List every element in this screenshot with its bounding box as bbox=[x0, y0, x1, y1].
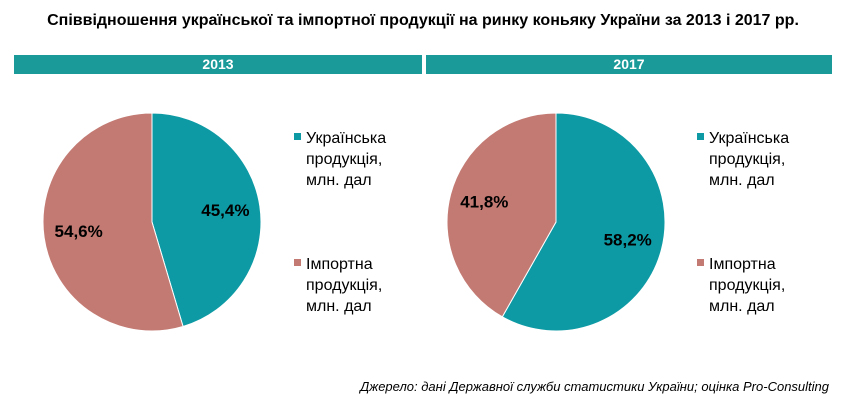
legend-item-import: Імпортна продукція, млн. дал bbox=[697, 254, 847, 317]
legend-2013: Українська продукція, млн. дал Імпортна … bbox=[294, 128, 444, 328]
data-label-import: 54,6% bbox=[55, 222, 103, 241]
legend-label-ukrainian: Українська продукція, млн. дал bbox=[306, 130, 387, 189]
pie-chart-2017: 58,2% 41,8% bbox=[446, 112, 666, 332]
legend-swatch-ukrainian bbox=[294, 133, 301, 140]
year-header-2013: 2013 bbox=[14, 55, 422, 74]
pie-slice-import bbox=[42, 112, 184, 332]
legend-item-import: Імпортна продукція, млн. дал bbox=[294, 254, 444, 317]
legend-item-ukrainian: Українська продукція, млн. дал bbox=[294, 128, 444, 191]
pie-slice-ukrainian bbox=[151, 112, 262, 328]
legend-item-ukrainian: Українська продукція, млн. дал bbox=[697, 128, 847, 191]
data-label-import: 41,8% bbox=[460, 193, 508, 212]
data-label-ukrainian: 58,2% bbox=[604, 230, 652, 249]
pie-chart-2013: 45,4% 54,6% bbox=[42, 112, 262, 332]
legend-swatch-import bbox=[294, 259, 301, 266]
pie-slice-import bbox=[446, 112, 557, 318]
legend-swatch-import bbox=[697, 259, 704, 266]
legend-label-ukrainian: Українська продукція, млн. дал bbox=[709, 130, 790, 189]
pie-slice-ukrainian bbox=[501, 112, 666, 332]
legend-label-import: Імпортна продукція, млн. дал bbox=[306, 256, 383, 315]
year-header-2017: 2017 bbox=[426, 55, 832, 74]
legend-swatch-ukrainian bbox=[697, 133, 704, 140]
legend-2017: Українська продукція, млн. дал Імпортна … bbox=[697, 128, 847, 328]
legend-label-import: Імпортна продукція, млн. дал bbox=[709, 256, 786, 315]
source-note: Джерело: дані Державної служби статистик… bbox=[360, 379, 829, 394]
chart-title: Співвідношення української та імпортної … bbox=[47, 12, 799, 29]
data-label-ukrainian: 45,4% bbox=[201, 201, 249, 220]
